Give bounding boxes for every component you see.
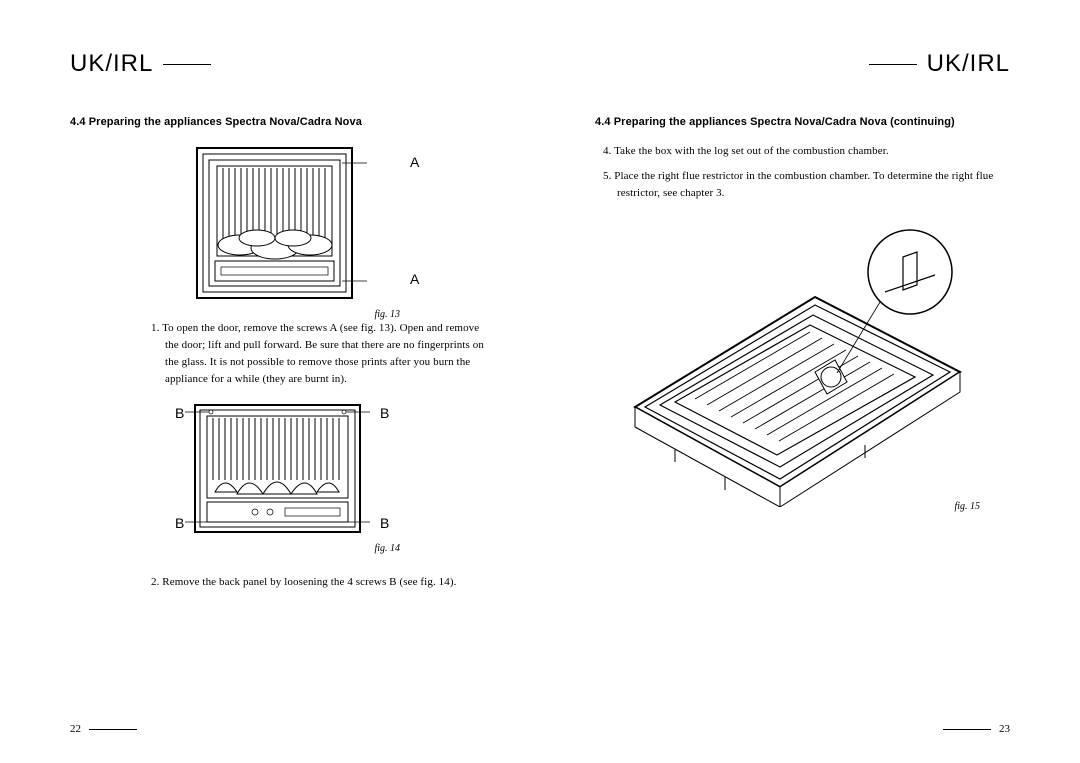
region-label-left: UK/IRL <box>70 50 153 78</box>
fig15-svg <box>615 227 975 507</box>
page-spread: UK/IRL 4.4 Preparing the appliances Spec… <box>0 0 1080 763</box>
step-1: 1. To open the door, remove the screws A… <box>70 320 485 388</box>
pagenum-right-value: 23 <box>999 723 1010 735</box>
header-rule <box>163 64 211 65</box>
left-page: UK/IRL 4.4 Preparing the appliances Spec… <box>0 0 540 763</box>
pagenum-left: 22 <box>70 723 145 735</box>
section-title-right: 4.4 Preparing the appliances Spectra Nov… <box>595 116 1010 128</box>
fig14-svg <box>185 402 370 537</box>
step-5: 5. Place the right flue restrictor in th… <box>595 168 1010 202</box>
fig14-label-b4: B <box>380 515 389 531</box>
step-4: 4. Take the box with the log set out of … <box>595 143 1010 160</box>
header-left: UK/IRL <box>70 50 485 78</box>
figure-13: A A <box>70 143 485 303</box>
fig14-caption: fig. 14 <box>70 543 485 554</box>
figure-14: B B B B <box>70 402 485 537</box>
region-label-right: UK/IRL <box>927 50 1010 78</box>
fig14-label-b1: B <box>175 405 184 421</box>
pagenum-right: 23 <box>935 723 1010 735</box>
header-right: UK/IRL <box>595 50 1010 78</box>
fig13-caption: fig. 13 <box>70 309 485 320</box>
fig13-svg <box>185 143 370 303</box>
fig14-label-b3: B <box>380 405 389 421</box>
fig14-label-b2: B <box>175 515 184 531</box>
pagenum-rule-r <box>943 729 991 730</box>
figure-15 <box>595 227 1010 507</box>
step-2: 2. Remove the back panel by loosening th… <box>70 574 485 591</box>
header-rule-r <box>869 64 917 65</box>
fig13-label-a1: A <box>410 154 419 170</box>
pagenum-rule <box>89 729 137 730</box>
fig13-label-a2: A <box>410 271 419 287</box>
right-page: UK/IRL 4.4 Preparing the appliances Spec… <box>540 0 1080 763</box>
section-title-left: 4.4 Preparing the appliances Spectra Nov… <box>70 116 485 128</box>
pagenum-left-value: 22 <box>70 723 81 735</box>
